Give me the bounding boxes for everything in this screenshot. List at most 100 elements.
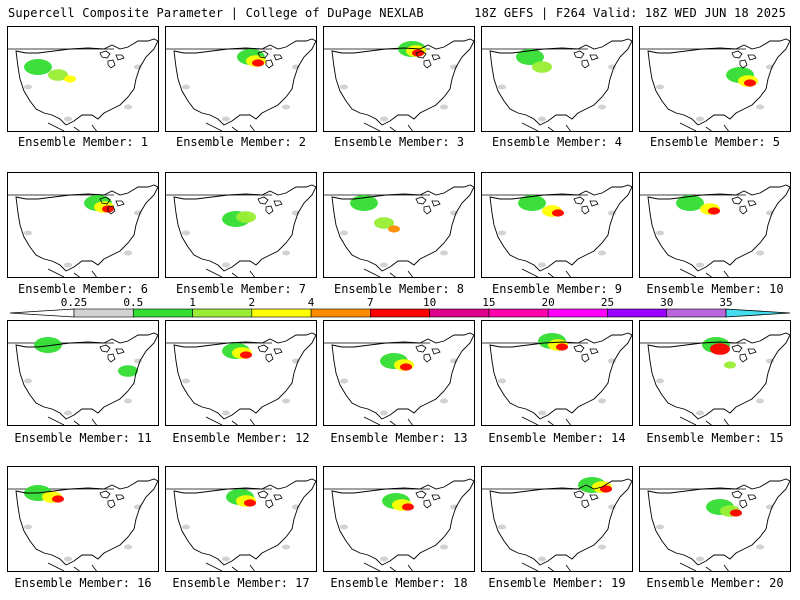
scp-contour-low xyxy=(756,544,764,550)
great-lakes xyxy=(99,50,125,69)
map-panel-2 xyxy=(165,26,317,132)
scp-contour xyxy=(252,59,264,67)
mexico-coast xyxy=(205,562,255,571)
colorbar-segment xyxy=(310,308,371,318)
us-map xyxy=(8,38,158,131)
coastline xyxy=(647,478,790,566)
us-map xyxy=(640,332,790,425)
scp-contour-low xyxy=(498,230,506,236)
map-panel-20 xyxy=(639,466,791,572)
map-panel-17 xyxy=(165,466,317,572)
great-lakes xyxy=(573,50,599,69)
mexico-coast xyxy=(47,416,97,425)
scp-contour-low xyxy=(538,116,546,122)
scp-contour xyxy=(556,343,568,351)
scp-contour-low xyxy=(222,556,230,562)
map-panel-10 xyxy=(639,172,791,278)
coastline xyxy=(489,332,632,420)
mexico-coast xyxy=(679,268,729,277)
colorbar-tick-label: 7 xyxy=(367,296,374,309)
scp-contour xyxy=(730,509,742,517)
scp-contour-low xyxy=(124,250,132,256)
scp-contour-low xyxy=(538,410,546,416)
us-map xyxy=(324,38,474,131)
colorbar-tick-label: 10 xyxy=(423,296,437,309)
colorbar-segment xyxy=(73,308,134,318)
scp-contour-low xyxy=(380,262,388,268)
colorbar-tick-label: 15 xyxy=(482,296,496,309)
scp-contour xyxy=(744,79,756,87)
great-lakes xyxy=(99,490,125,509)
scp-contour-low xyxy=(498,524,506,530)
scp-contour-low xyxy=(124,544,132,550)
us-map xyxy=(482,38,632,131)
mexico-coast xyxy=(363,562,413,571)
colorbar-overflow xyxy=(725,308,791,318)
scp-contour-low xyxy=(598,544,606,550)
scp-contour-low xyxy=(538,556,546,562)
scp-contour xyxy=(52,495,64,503)
great-lakes xyxy=(99,196,125,215)
map-panel-11 xyxy=(7,320,159,426)
colorbar-segment xyxy=(607,308,668,318)
scp-contour-low xyxy=(756,250,764,256)
coastline xyxy=(331,478,474,566)
scp-contour-low xyxy=(696,262,704,268)
us-map xyxy=(640,38,790,131)
scp-contour-low xyxy=(222,410,230,416)
colorbar-segment xyxy=(547,308,608,318)
colorbar-underflow xyxy=(9,308,75,318)
scp-contour xyxy=(710,343,730,355)
scp-contour-low xyxy=(756,398,764,404)
panel-label: Ensemble Member: 2 xyxy=(175,135,307,149)
colorbar-tick-label: 25 xyxy=(600,296,615,309)
map-panel-16 xyxy=(7,466,159,572)
map-panel-9 xyxy=(481,172,633,278)
panel-label: Ensemble Member: 16 xyxy=(14,576,152,590)
us-map xyxy=(482,477,632,571)
scp-contour-low xyxy=(182,524,190,530)
scp-contour-low xyxy=(656,378,664,384)
colorbar-segment xyxy=(192,308,253,318)
scp-contour xyxy=(676,195,704,211)
coastline xyxy=(15,332,158,420)
great-lakes xyxy=(573,490,599,509)
great-lakes xyxy=(257,196,283,215)
scp-contour-low xyxy=(24,84,32,90)
scp-contour-low xyxy=(340,84,348,90)
coastline xyxy=(173,332,316,420)
map-panel-8 xyxy=(323,172,475,278)
great-lakes xyxy=(257,490,283,509)
mexico-coast xyxy=(521,562,571,571)
scp-contour-low xyxy=(440,398,448,404)
scp-contour-low xyxy=(538,262,546,268)
map-panel-13 xyxy=(323,320,475,426)
coastline xyxy=(173,184,316,272)
us-map xyxy=(166,332,316,425)
scp-contour-low xyxy=(598,250,606,256)
scp-contour-low xyxy=(656,524,664,530)
scp-contour-low xyxy=(282,104,290,110)
panel-label: Ensemble Member: 9 xyxy=(491,282,623,296)
panel-label: Ensemble Member: 1 xyxy=(17,135,149,149)
colorbar xyxy=(9,308,791,318)
map-panel-4 xyxy=(481,26,633,132)
map-panel-5 xyxy=(639,26,791,132)
mexico-coast xyxy=(363,122,413,131)
panel-label: Ensemble Member: 19 xyxy=(488,576,626,590)
scp-contour-low xyxy=(498,378,506,384)
scp-contour-low xyxy=(696,410,704,416)
colorbar-tick-label: 4 xyxy=(307,296,315,309)
us-map xyxy=(324,332,474,425)
colorbar-segment xyxy=(429,308,490,318)
scp-contour-low xyxy=(756,104,764,110)
great-lakes xyxy=(415,50,441,69)
scp-contour-low xyxy=(124,104,132,110)
coastline xyxy=(647,184,790,272)
great-lakes xyxy=(731,50,757,69)
colorbar-segment xyxy=(666,308,727,318)
scp-contour-low xyxy=(598,104,606,110)
coastline xyxy=(489,184,632,272)
panel-label: Ensemble Member: 3 xyxy=(333,135,465,149)
scp-contour xyxy=(48,69,68,81)
